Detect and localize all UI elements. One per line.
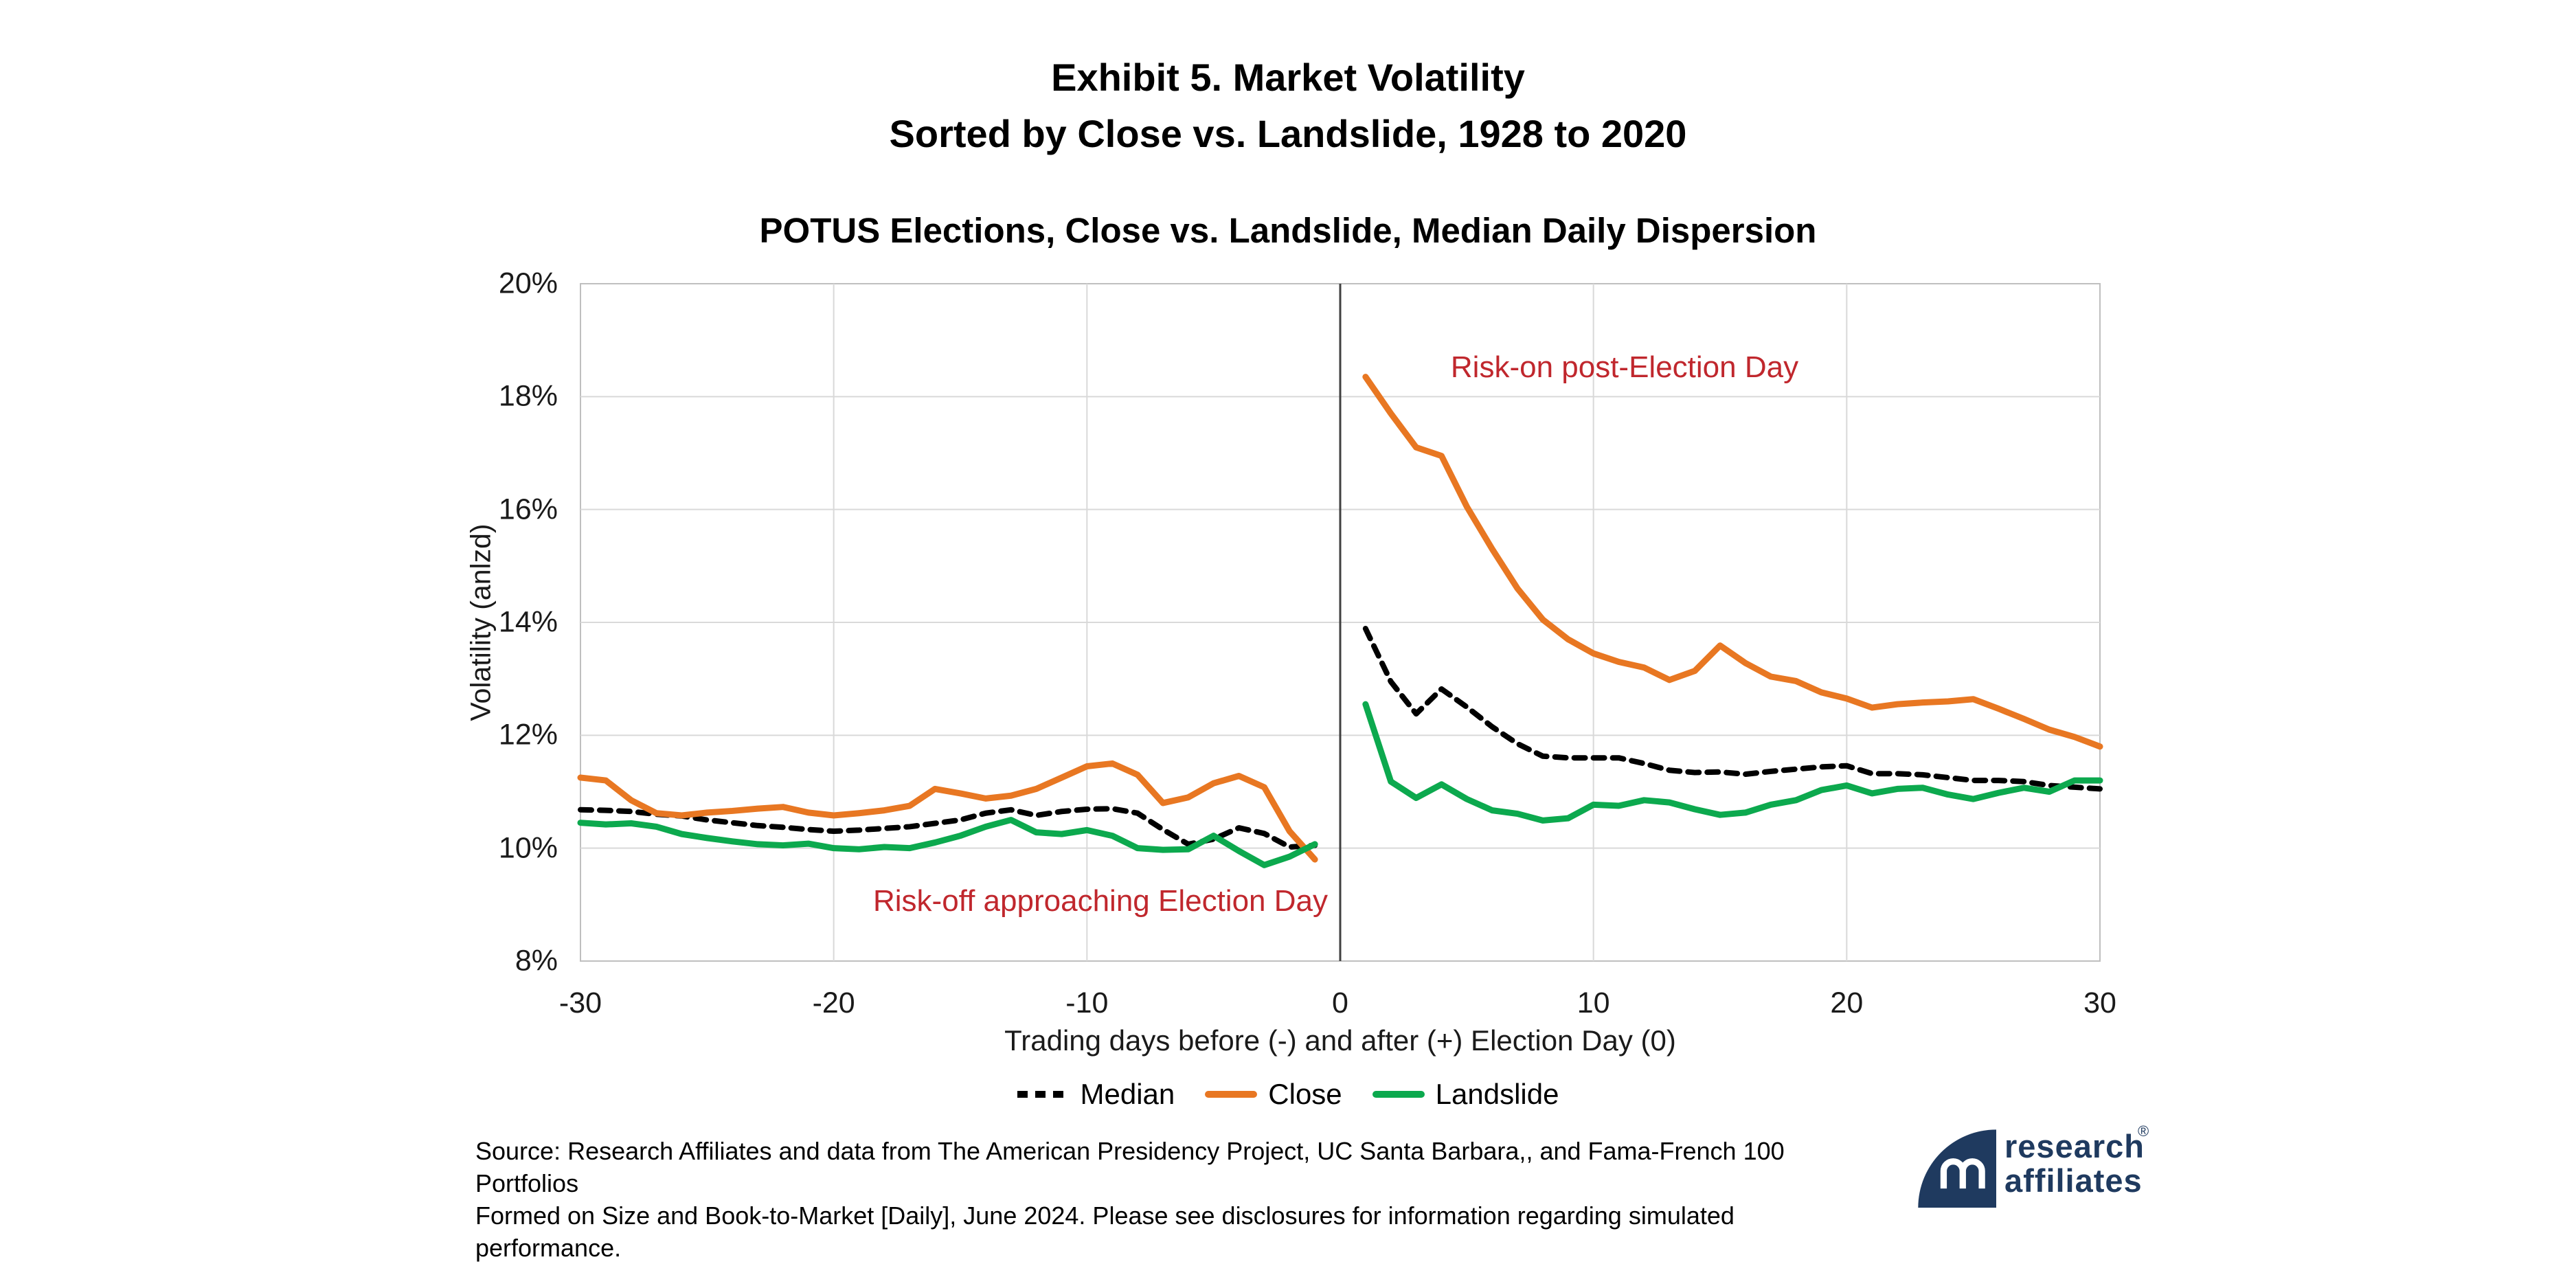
exhibit-title-line2: Sorted by Close vs. Landslide, 1928 to 2…: [889, 112, 1687, 155]
exhibit-title-line1: Exhibit 5. Market Volatility: [1051, 56, 1525, 99]
y-tick-label: 10%: [498, 831, 558, 865]
x-tick-label: -30: [558, 986, 602, 1019]
chart-legend: Median Close Landslide: [0, 1073, 2576, 1116]
series-line-median: [1362, 626, 2103, 792]
x-tick-label: -10: [1065, 986, 1109, 1019]
series-line-landslide: [577, 817, 1318, 868]
logo-word-research: research: [2004, 1128, 2145, 1164]
x-tick-label: 0: [1332, 986, 1348, 1019]
y-tick-label: 12%: [498, 718, 558, 752]
logo-word-affiliates: affiliates: [2004, 1162, 2143, 1199]
source-line2: Formed on Size and Book-to-Market [Daily…: [475, 1201, 1735, 1262]
y-tick-label: 20%: [498, 267, 558, 300]
chart-subtitle: POTUS Elections, Close vs. Landslide, Me…: [759, 211, 1817, 250]
y-tick-label: 18%: [498, 379, 558, 413]
legend-item-median: Median: [1017, 1078, 1175, 1111]
legend-sample-dashed: [1017, 1091, 1070, 1098]
legend-sample-solid: [1372, 1091, 1425, 1098]
research-affiliates-logo: research affiliates ®: [1917, 1122, 2301, 1216]
logo-wordmark: research affiliates: [2004, 1129, 2145, 1198]
x-tick-label: 20: [1830, 986, 1864, 1019]
y-tick-label: 8%: [515, 944, 558, 978]
page: { "header": { "title_line1": "Exhibit 5.…: [0, 49, 2576, 1262]
registered-trademark-icon: ®: [2138, 1122, 2149, 1140]
x-tick-label: 10: [1577, 986, 1610, 1019]
annotation-risk-on: Risk-on post-Election Day: [1450, 350, 1799, 384]
source-note: Source: Research Affiliates and data fro…: [475, 1135, 1822, 1264]
legend-label: Median: [1080, 1078, 1175, 1110]
series-line-median: [578, 806, 1318, 850]
series-line-landslide: [1362, 701, 2103, 824]
legend-label: Landslide: [1435, 1078, 1559, 1110]
legend-label: Close: [1268, 1078, 1342, 1110]
y-tick-label: 14%: [498, 605, 558, 639]
y-tick-label: 16%: [498, 493, 558, 526]
legend-item-landslide: Landslide: [1372, 1078, 1559, 1111]
logo-mark-icon: [1918, 1129, 1996, 1208]
x-tick-label: 30: [2083, 986, 2116, 1019]
x-axis-title: Trading days before (-) and after (+) El…: [1004, 1024, 1676, 1057]
y-axis-title: Volatility (anlzd): [464, 523, 497, 721]
legend-sample-solid: [1205, 1091, 1258, 1098]
series-line-close: [577, 760, 1318, 863]
source-line1: Source: Research Affiliates and data fro…: [475, 1137, 1785, 1197]
exhibit-title: Exhibit 5. Market Volatility Sorted by C…: [0, 49, 2576, 162]
chart-plot-area: [577, 283, 2103, 962]
annotation-risk-off: Risk-off approaching Election Day: [873, 884, 1328, 918]
series-line-close: [1362, 374, 2103, 750]
x-tick-label: -20: [812, 986, 855, 1019]
legend-item-close: Close: [1205, 1078, 1342, 1111]
